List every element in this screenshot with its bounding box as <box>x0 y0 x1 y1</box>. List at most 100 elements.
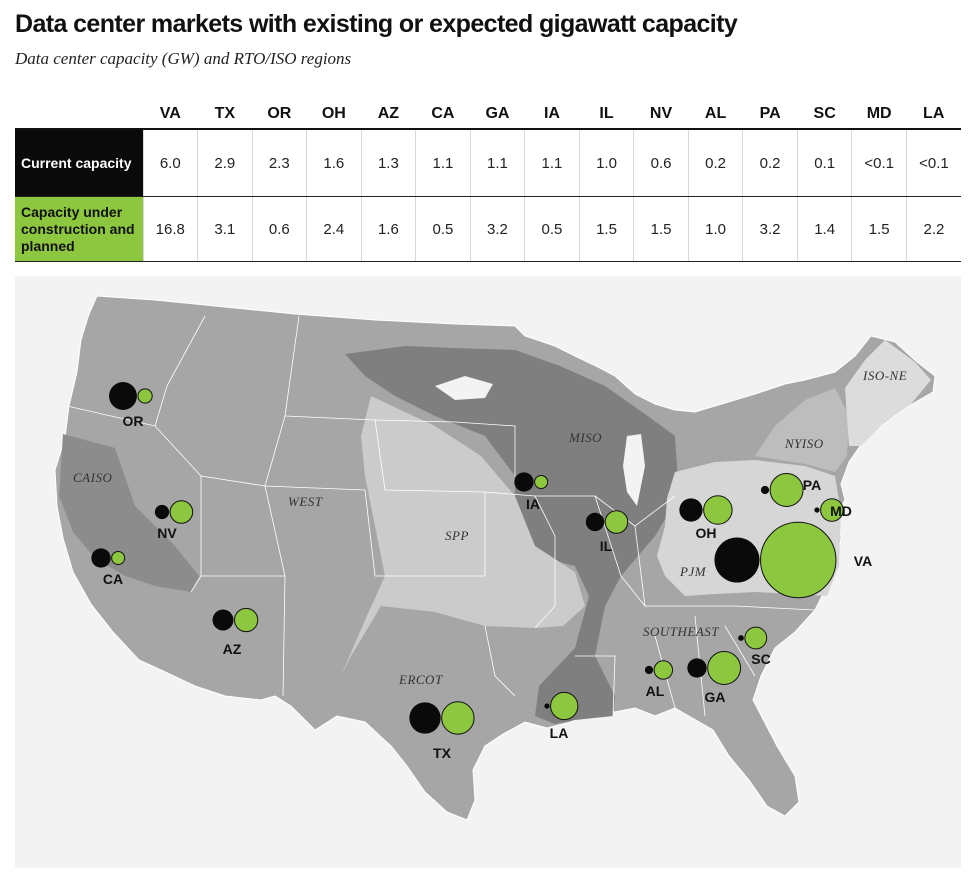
table-row-planned: Capacity under construction and planned … <box>15 196 961 262</box>
bubble-current-pa <box>760 485 770 495</box>
table-corner <box>15 100 143 130</box>
state-label-ca: CA <box>103 571 123 587</box>
chart-title: Data center markets with existing or exp… <box>15 10 738 38</box>
column-header-il: IL <box>579 100 634 130</box>
current-cell-pa: 0.2 <box>742 129 798 197</box>
column-header-al: AL <box>688 100 743 130</box>
current-cell-sc: 0.1 <box>796 129 852 197</box>
bubble-planned-ca <box>111 550 126 566</box>
current-cell-oh: 1.6 <box>306 129 362 197</box>
column-header-ca: CA <box>415 100 471 130</box>
bubble-planned-az <box>233 607 259 633</box>
planned-cell-il: 1.5 <box>578 196 634 262</box>
region-label-pjm: PJM <box>679 564 707 579</box>
planned-cell-tx: 3.1 <box>197 196 253 262</box>
state-label-sc: SC <box>751 651 770 667</box>
current-cell-va: 6.0 <box>142 129 198 197</box>
region-label-ercot: ERCOT <box>398 672 443 687</box>
state-label-tx: TX <box>433 745 452 761</box>
column-header-tx: TX <box>197 100 253 130</box>
state-label-al: AL <box>646 683 665 699</box>
state-label-ga: GA <box>705 689 726 705</box>
bubble-current-sc <box>738 635 744 641</box>
region-spp-shape <box>341 396 585 676</box>
bubble-planned-va <box>760 521 837 599</box>
current-cell-or: 2.3 <box>251 129 307 197</box>
bubble-planned-oh <box>703 495 733 525</box>
column-header-oh: OH <box>306 100 362 130</box>
column-header-pa: PA <box>742 100 798 130</box>
state-label-md: MD <box>830 503 852 519</box>
current-cell-ia: 1.1 <box>524 129 580 197</box>
region-miso-shape <box>345 346 679 724</box>
current-cell-md: <0.1 <box>851 129 907 197</box>
us-map: ISO-NE NYISO MISO PJM CAISO WEST SPP SOU… <box>54 295 936 821</box>
planned-cell-va: 16.8 <box>142 196 198 262</box>
column-header-sc: SC <box>797 100 852 130</box>
state-label-az: AZ <box>223 641 242 657</box>
bubble-current-az <box>212 609 234 631</box>
bubble-planned-ia <box>534 474 549 490</box>
region-label-spp: SPP <box>445 528 469 543</box>
current-cell-il: 1.0 <box>578 129 634 197</box>
region-nyiso-shape <box>755 388 849 472</box>
bubble-planned-or <box>137 388 153 404</box>
bubble-planned-pa <box>769 473 804 507</box>
planned-cell-sc: 1.4 <box>796 196 852 262</box>
bubble-planned-ga <box>707 651 742 685</box>
bubble-layer: VA TX OR OH AZ CA GA IA IL NV AL PA SC MD LA <box>91 382 872 761</box>
bubble-planned-sc <box>744 626 768 650</box>
current-cell-al: 0.2 <box>687 129 743 197</box>
bubble-current-la <box>544 703 550 709</box>
region-isone-shape <box>845 340 931 446</box>
current-cell-ga: 1.1 <box>469 129 525 197</box>
state-label-pa: PA <box>803 477 821 493</box>
current-cell-ca: 1.1 <box>415 129 471 197</box>
planned-cell-az: 1.6 <box>360 196 416 262</box>
chart-subtitle: Data center capacity (GW) and RTO/ISO re… <box>15 49 352 68</box>
planned-cell-md: 1.5 <box>851 196 907 262</box>
bubble-current-va <box>714 537 760 583</box>
current-cell-tx: 2.9 <box>197 129 253 197</box>
bubble-planned-la <box>550 691 579 721</box>
capacity-table: VA TX OR OH AZ CA GA IA IL NV AL PA SC MD LA Current c… <box>15 100 961 262</box>
bubble-planned-tx <box>441 701 475 735</box>
state-label-or: OR <box>123 413 144 429</box>
region-label-nyiso: NYISO <box>784 436 824 451</box>
current-cell-la: <0.1 <box>905 129 961 197</box>
great-lakes <box>435 376 645 506</box>
state-label-va: VA <box>854 553 872 569</box>
state-boundaries <box>66 315 816 717</box>
bubble-current-ia <box>514 472 534 492</box>
state-label-ia: IA <box>526 496 540 512</box>
planned-cell-pa: 3.2 <box>742 196 798 262</box>
planned-cell-la: 2.2 <box>905 196 961 262</box>
table-row-current: Current capacity 6.0 2.9 2.3 1.6 1.3 1.1 1.1 1.… <box>15 129 961 197</box>
bubble-current-nv <box>154 504 170 520</box>
planned-cell-nv: 1.5 <box>633 196 689 262</box>
row-label-current: Current capacity <box>15 129 143 197</box>
column-header-nv: NV <box>633 100 689 130</box>
table-header-row: VA TX OR OH AZ CA GA IA IL NV AL PA SC MD LA <box>15 100 961 130</box>
column-header-ia: IA <box>524 100 580 130</box>
bubble-current-ca <box>91 548 111 568</box>
bubble-current-il <box>585 512 605 532</box>
planned-cell-oh: 2.4 <box>306 196 362 262</box>
bubble-planned-md <box>820 498 844 522</box>
row-label-planned: Capacity under construction and planned <box>15 196 143 262</box>
planned-cell-ga: 3.2 <box>469 196 525 262</box>
state-label-nv: NV <box>157 525 177 541</box>
planned-cell-ia: 0.5 <box>524 196 580 262</box>
column-header-ga: GA <box>470 100 525 130</box>
current-cell-az: 1.3 <box>360 129 416 197</box>
bubble-current-al <box>644 665 654 675</box>
column-header-or: OR <box>252 100 307 130</box>
bubble-current-ga <box>687 658 707 678</box>
region-label-isone: ISO-NE <box>862 368 907 383</box>
bubble-current-tx <box>409 702 441 734</box>
current-cell-nv: 0.6 <box>633 129 689 197</box>
column-header-va: VA <box>143 100 198 130</box>
map-panel: ISO-NE NYISO MISO PJM CAISO WEST SPP SOU… <box>15 276 961 868</box>
region-label-caiso: CAISO <box>73 470 112 485</box>
column-header-az: AZ <box>361 100 416 130</box>
